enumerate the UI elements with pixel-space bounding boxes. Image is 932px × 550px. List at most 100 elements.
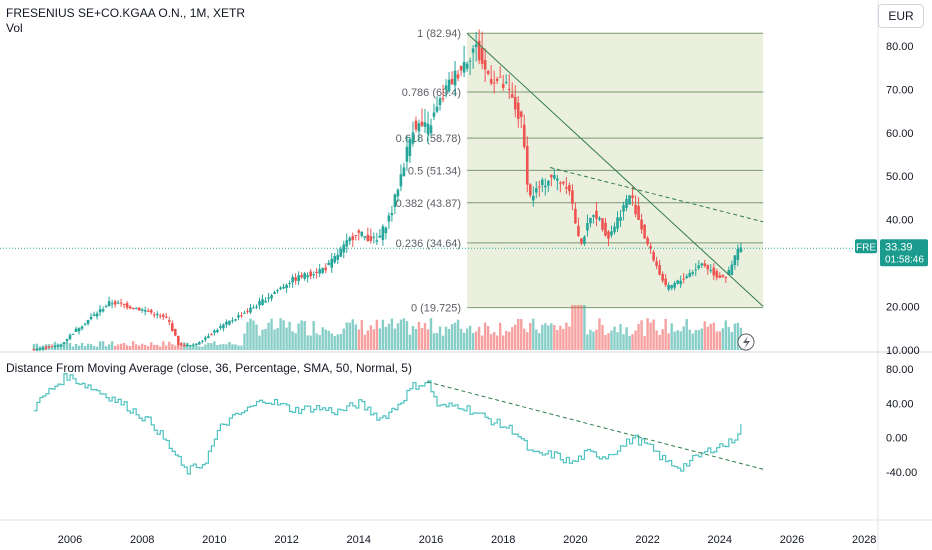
candle[interactable]	[237, 315, 240, 318]
candle[interactable]	[47, 346, 51, 348]
candle[interactable]	[447, 79, 451, 92]
candle[interactable]	[709, 270, 713, 272]
candle[interactable]	[306, 275, 309, 278]
candle[interactable]	[580, 238, 583, 244]
candle[interactable]	[531, 195, 535, 201]
candle[interactable]	[700, 263, 704, 266]
candle[interactable]	[417, 123, 421, 132]
candle[interactable]	[501, 83, 505, 89]
candle[interactable]	[538, 186, 541, 188]
candle[interactable]	[616, 217, 619, 229]
candle[interactable]	[300, 275, 303, 278]
candle[interactable]	[318, 269, 321, 274]
candle[interactable]	[544, 185, 547, 188]
candle[interactable]	[348, 237, 352, 242]
candle[interactable]	[231, 320, 234, 322]
candle[interactable]	[477, 40, 481, 61]
candle[interactable]	[125, 303, 129, 308]
candle[interactable]	[634, 204, 637, 215]
candle[interactable]	[89, 316, 93, 320]
candle[interactable]	[577, 225, 580, 236]
candle[interactable]	[360, 231, 364, 236]
candle[interactable]	[149, 309, 153, 313]
candle[interactable]	[565, 187, 568, 189]
candle[interactable]	[77, 328, 81, 332]
candle[interactable]	[264, 300, 267, 303]
candle[interactable]	[381, 226, 385, 240]
candle[interactable]	[733, 255, 737, 266]
candle[interactable]	[222, 324, 225, 329]
candle[interactable]	[534, 188, 538, 193]
candle[interactable]	[122, 303, 126, 305]
candle[interactable]	[468, 60, 472, 62]
candle[interactable]	[607, 231, 610, 239]
candle[interactable]	[658, 265, 661, 275]
candle[interactable]	[637, 205, 640, 220]
candle[interactable]	[354, 234, 358, 237]
candle[interactable]	[44, 347, 48, 349]
candle[interactable]	[649, 245, 652, 249]
candle[interactable]	[483, 60, 487, 70]
candle[interactable]	[74, 328, 78, 332]
candle[interactable]	[59, 344, 63, 347]
candle[interactable]	[688, 272, 692, 277]
candle[interactable]	[541, 179, 544, 186]
candle[interactable]	[429, 125, 433, 134]
candle[interactable]	[595, 210, 598, 219]
candle[interactable]	[694, 269, 698, 271]
indicator-trend-line[interactable]	[427, 381, 764, 470]
candle[interactable]	[598, 217, 601, 220]
candle[interactable]	[155, 313, 159, 316]
candle[interactable]	[432, 112, 436, 117]
candle[interactable]	[435, 106, 439, 112]
candle[interactable]	[528, 184, 532, 196]
candle[interactable]	[158, 315, 162, 317]
candle[interactable]	[622, 205, 625, 212]
candle[interactable]	[177, 335, 180, 345]
candle[interactable]	[273, 292, 276, 295]
candle[interactable]	[113, 301, 117, 305]
candle[interactable]	[137, 307, 141, 311]
candle[interactable]	[285, 284, 288, 289]
candle[interactable]	[703, 263, 707, 266]
candle[interactable]	[131, 307, 135, 309]
candle[interactable]	[441, 98, 445, 100]
candle[interactable]	[152, 314, 156, 316]
candle[interactable]	[228, 320, 231, 325]
candle[interactable]	[625, 198, 628, 209]
candle[interactable]	[402, 167, 406, 177]
candle[interactable]	[375, 240, 379, 242]
candle[interactable]	[98, 309, 102, 313]
candle[interactable]	[282, 286, 285, 289]
candle[interactable]	[309, 271, 312, 277]
candle[interactable]	[219, 326, 222, 328]
candle[interactable]	[345, 240, 349, 247]
candle[interactable]	[676, 280, 679, 284]
candle[interactable]	[387, 215, 391, 222]
candle[interactable]	[408, 139, 412, 156]
candle[interactable]	[116, 302, 120, 304]
candle[interactable]	[288, 283, 291, 285]
candle[interactable]	[685, 276, 689, 279]
candle[interactable]	[474, 44, 478, 48]
candle[interactable]	[724, 277, 728, 279]
candle[interactable]	[673, 283, 676, 288]
candle[interactable]	[104, 306, 108, 308]
candle[interactable]	[562, 181, 565, 184]
candle[interactable]	[62, 342, 66, 345]
candle[interactable]	[134, 308, 138, 310]
candle[interactable]	[357, 230, 361, 233]
candle[interactable]	[682, 278, 685, 280]
candle[interactable]	[321, 268, 324, 273]
candle[interactable]	[143, 310, 147, 312]
candle[interactable]	[294, 277, 297, 281]
candle[interactable]	[556, 178, 559, 181]
candle[interactable]	[366, 234, 370, 242]
candle[interactable]	[655, 261, 658, 266]
candle[interactable]	[652, 252, 655, 261]
candle[interactable]	[53, 345, 57, 347]
candle[interactable]	[201, 340, 204, 342]
candle[interactable]	[107, 301, 111, 307]
candle[interactable]	[730, 264, 734, 276]
candle[interactable]	[83, 323, 87, 325]
